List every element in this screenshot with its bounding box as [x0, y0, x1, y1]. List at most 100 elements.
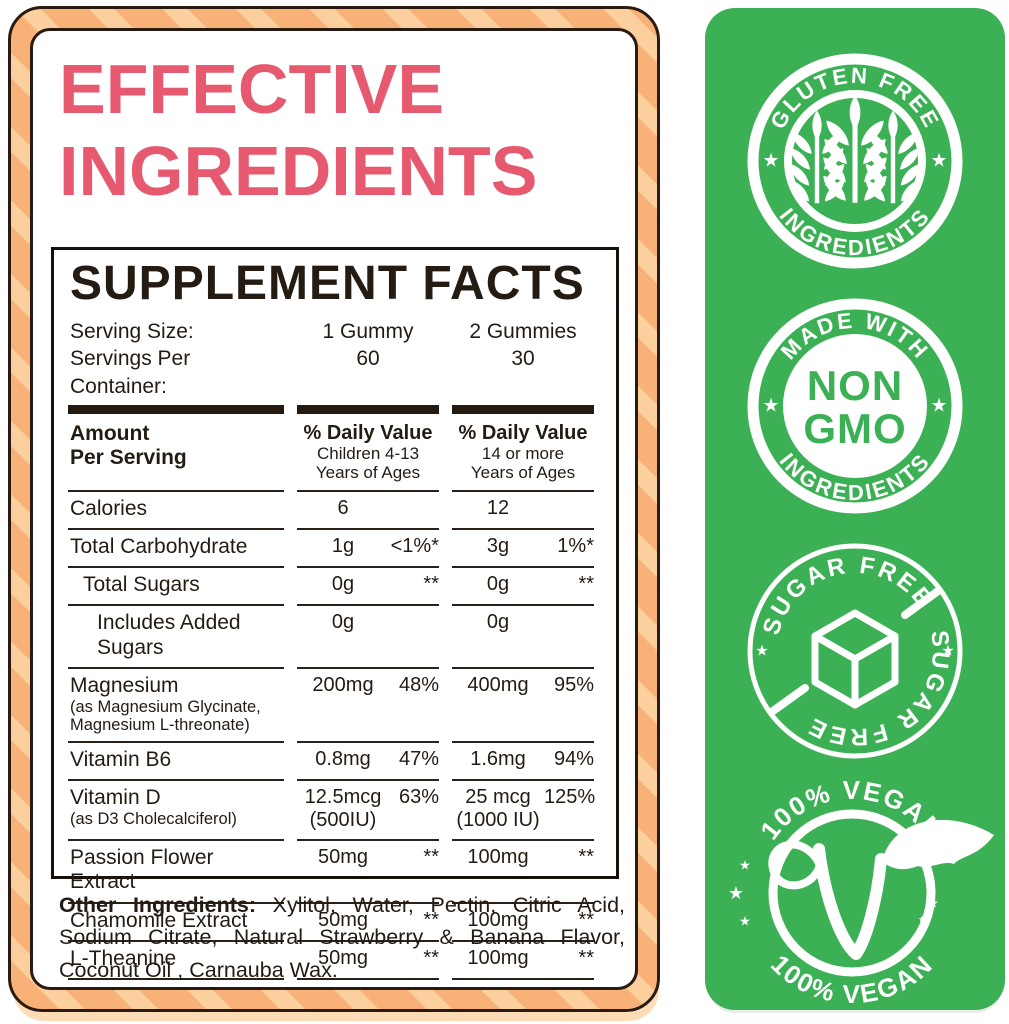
badge-100-vegan: 100% VEGAN 100% VEGAN ★ ★ ★ ★ ★ [705, 768, 1005, 1010]
servings-per-container-row: Servings Per Container: 60 30 [68, 345, 598, 400]
col2-amount: 0g [486, 611, 510, 634]
badge-outer-ring [747, 543, 963, 759]
col2-value: 100mg ** [452, 841, 594, 904]
col2-amount: 3g [486, 535, 510, 558]
col2-amount: 12 [486, 496, 510, 519]
col1-value: 0.8mg 47% [297, 743, 439, 782]
col1-value: 30mg ** [297, 980, 439, 987]
col1-amount: 12.5mcg (500IU) [297, 786, 389, 832]
table-row: Total Sugars 0g ** 0g ** [68, 568, 598, 607]
nutrient-name: Magnesium [70, 673, 179, 697]
col1-value: 50mg ** [297, 942, 439, 980]
badge-inner-ring [784, 90, 926, 232]
col2-value: 25 mcg (1000 IU) 125% [452, 781, 596, 842]
col1-percent: 47% [398, 748, 439, 771]
col1-percent: <1%* [390, 535, 439, 558]
col1-percent: ** [423, 946, 439, 969]
badge-non-gmo: MADE WITH INGREDIENTS ★ ★ NON GMO [705, 281, 1005, 531]
col2-percent: ** [578, 573, 594, 596]
star-icon: ★ [930, 396, 947, 417]
ingredients-card: EFFECTIVE INGREDIENTS SUPPLEMENT FACTS S… [8, 6, 660, 1012]
col2-percent: 125% [544, 786, 596, 809]
table-row: Vitamin B6 0.8mg 47% 1.6mg 94% [68, 743, 598, 782]
dv-sub2-col1: Years of Ages [315, 462, 421, 482]
col1-percent: ** [423, 573, 439, 596]
non-gmo-text-top: NON [807, 362, 903, 409]
table-row: Magnesium (as Magnesium Glycinate, Magnes… [68, 669, 598, 744]
amount-line: 25 mcg [465, 786, 531, 809]
col1-value: 6 [297, 492, 439, 531]
serving-size-label: Serving Size: [70, 320, 194, 343]
nutrient-name: Chamomile Extract [70, 908, 248, 932]
vegan-v-leaf-icon [768, 819, 994, 960]
col2-percent: 1%* [557, 535, 594, 558]
dv-sub2-col2: Years of Ages [470, 462, 576, 482]
table-row: Lemon Balm Extract 30mg ** 60mg ** [68, 980, 598, 987]
amount-line: (1000 IU) [456, 809, 540, 832]
star-icon: ★ [739, 858, 751, 873]
serving-size-col2: 2 Gummies [469, 320, 577, 343]
col2-value: 60mg ** [452, 980, 594, 987]
col1-value: 200mg 48% [297, 669, 439, 744]
daily-value-header-col1: % Daily Value Children 4-13 Years of Age… [297, 416, 439, 492]
table-row: Vitamin D (as D3 Cholecalciferol) 12.5mc… [68, 781, 598, 842]
other-ingredients: Other Ingredients: Xylitol, Water, Pecti… [59, 889, 625, 986]
table-row: Total Carbohydrate 1g <1%* 3g 1%* [68, 530, 598, 569]
col1-amount: 50mg [317, 946, 369, 969]
table-header-row: Amount Per Serving % Daily Value Childre… [68, 416, 598, 492]
nutrient-subname: (as Magnesium Glycinate, [70, 697, 261, 716]
col1-value: 0g [297, 606, 439, 669]
col2-value: 0g ** [452, 568, 594, 607]
title-line-1: EFFECTIVE [59, 50, 445, 128]
col2-value: 12 [452, 492, 594, 531]
servings-per-container-col1: 60 [356, 347, 380, 371]
col2-percent: ** [578, 946, 594, 969]
amount-line: 12.5mcg [304, 786, 382, 809]
page-title: EFFECTIVE INGREDIENTS [59, 49, 537, 213]
col1-amount: 6 [337, 496, 349, 519]
divider-bar [68, 404, 284, 414]
nutrient-name: Total Sugars [83, 573, 200, 597]
col1-amount: 1g [331, 535, 355, 558]
dv-sub1-col1: Children 4-13 [316, 443, 420, 463]
table-row: Passion Flower Extract 50mg ** 100mg ** [68, 841, 598, 904]
nutrient-name: Includes Added Sugars [97, 611, 241, 659]
col2-value: 100mg ** [452, 904, 594, 942]
amount-line: (500IU) [309, 809, 377, 832]
nutrient-subname: (as D3 Cholecalciferol) [70, 810, 237, 829]
col2-percent: ** [578, 846, 594, 869]
col2-value: 1.6mg 94% [452, 743, 594, 782]
badge-sugar-free: SUGAR FREE SUGAR FREE ★ ★ [705, 526, 1005, 776]
amount-header-line1: Amount [70, 421, 150, 445]
nutrient-name: Total Carbohydrate [70, 535, 248, 559]
nutrient-name: Lemon Balm Extract [70, 985, 284, 987]
col2-percent: ** [578, 908, 594, 931]
badge-ring [768, 809, 936, 977]
badges-panel: GLUTEN FREE INGREDIENTS ★ ★ M [705, 8, 1005, 1010]
star-icon: ★ [728, 883, 744, 903]
other-ingredients-label: Other Ingredients: [59, 893, 256, 917]
col1-amount: 50mg [317, 846, 369, 869]
col2-amount: 25 mcg (1000 IU) [452, 786, 544, 832]
supplement-facts-box: SUPPLEMENT FACTS Serving Size: 1 Gummy 2… [51, 247, 619, 987]
col2-amount: 0g [486, 573, 510, 596]
col1-value: 0g ** [297, 568, 439, 607]
dv-title-col1: % Daily Value [303, 421, 433, 444]
col1-percent: ** [423, 908, 439, 931]
col1-amount: 50mg [317, 908, 369, 931]
col1-percent: ** [389, 985, 439, 987]
col1-value: 12.5mcg (500IU) 63% [297, 781, 439, 842]
col2-value: 100mg ** [452, 942, 594, 980]
star-icon: ★ [927, 896, 939, 911]
table-row: L-Theanine 50mg ** 100mg ** [68, 942, 598, 980]
table-row: Includes Added Sugars 0g 0g [68, 606, 598, 669]
nutrient-name: Vitamin D [70, 786, 161, 810]
dv-title-col2: % Daily Value [458, 421, 588, 444]
other-ingredients-text: Xylitol, Water, Pectin, Citric Acid, Sod… [59, 893, 626, 982]
ingredients-card-inner: EFFECTIVE INGREDIENTS SUPPLEMENT FACTS S… [30, 28, 638, 990]
badge-outer-ring [747, 298, 963, 514]
col2-value: 3g 1%* [452, 530, 594, 569]
non-gmo-text-bottom: GMO [803, 405, 906, 452]
star-icon: ★ [762, 396, 779, 417]
